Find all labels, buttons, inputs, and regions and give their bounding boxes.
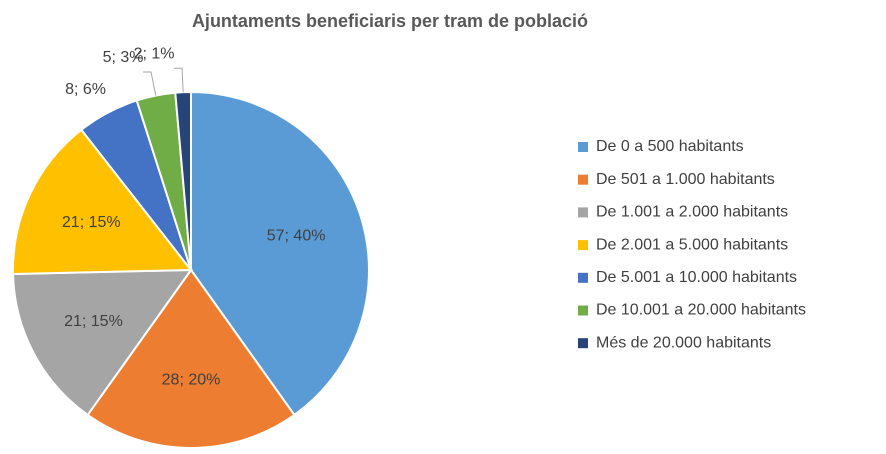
legend-swatch — [578, 207, 588, 218]
chart-title: Ajuntaments beneficiaris per tram de pob… — [192, 11, 588, 31]
legend-label: De 501 a 1.000 habitants — [596, 171, 775, 188]
data-label: 57; 40% — [267, 228, 326, 245]
data-label: 21; 15% — [62, 214, 121, 231]
leader-line — [143, 71, 157, 96]
pie-slice — [12, 268, 193, 417]
pie-slice — [86, 268, 296, 449]
legend-label: De 10.001 a 20.000 habitants — [596, 302, 806, 319]
legend-label: De 5.001 a 10.000 habitants — [596, 269, 797, 286]
legend-label: Més de 20.000 habitants — [596, 334, 771, 351]
pie-slice — [190, 90, 370, 417]
legend-swatch — [578, 272, 588, 283]
legend-swatch — [578, 174, 588, 185]
pie-slice — [12, 128, 194, 275]
data-label: 21; 15% — [64, 313, 123, 330]
data-label: 28; 20% — [162, 372, 221, 389]
legend-label: De 1.001 a 2.000 habitants — [596, 204, 788, 221]
leader-line — [174, 67, 184, 93]
legend-label: De 0 a 500 habitants — [596, 138, 744, 155]
data-label: 5; 3% — [103, 49, 144, 66]
legend-swatch — [578, 305, 588, 316]
legend-swatch — [578, 142, 588, 152]
data-label: 2; 1% — [134, 45, 175, 62]
legend-swatch — [578, 240, 588, 251]
legend-swatch — [578, 338, 588, 349]
legend-label: De 2.001 a 5.000 habitants — [596, 236, 788, 253]
data-label: 8; 6% — [65, 81, 106, 98]
